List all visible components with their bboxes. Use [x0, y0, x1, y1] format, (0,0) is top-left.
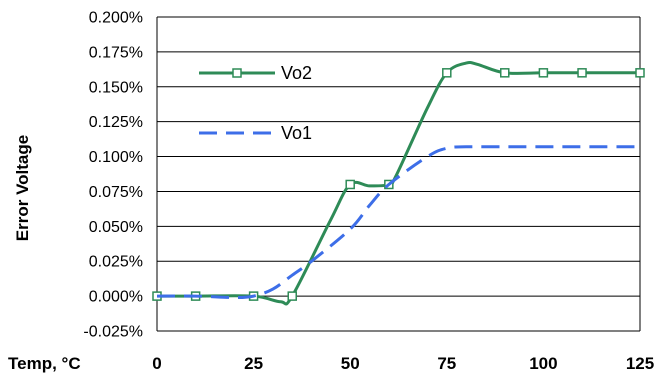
y-tick-labels: -0.025% 0.000% 0.025% 0.050% 0.075% 0.100% 0.1…: [83, 10, 143, 341]
y-tick-label: 0.075%: [89, 184, 143, 201]
x-tick-labels: 0 25 50 75 100 125: [152, 354, 654, 373]
data-point-marker: [577, 68, 587, 78]
data-point-marker: [538, 68, 549, 78]
x-tick-label: 50: [341, 354, 360, 373]
y-tick-label: 0.050%: [89, 219, 143, 236]
data-point-marker: [287, 291, 297, 301]
y-tick-label: 0.125%: [89, 114, 143, 131]
data-point-marker: [500, 68, 510, 78]
data-point-marker: [635, 68, 645, 78]
x-tick-label: 125: [626, 354, 654, 373]
y-tick-label: 0.200%: [89, 10, 143, 27]
y-tick-label: 0.000%: [89, 289, 143, 306]
y-tick-label: 0.100%: [89, 149, 143, 166]
series-line-vo1: [156, 145, 640, 300]
series-lines: [152, 60, 645, 306]
data-point-marker: [442, 68, 452, 78]
x-tick-label: 75: [437, 354, 456, 373]
x-tick-label: 100: [529, 354, 557, 373]
x-axis-title: Temp, °C: [8, 354, 81, 373]
legend-label-vo2: Vo2: [281, 63, 312, 83]
legend-marker: [232, 68, 242, 78]
data-point-marker: [345, 179, 355, 190]
y-tick-label: 0.175%: [89, 44, 143, 61]
series-line-vo2: [156, 60, 640, 306]
y-tick-label: 0.150%: [89, 79, 143, 96]
y-tick-label: -0.025%: [83, 324, 143, 341]
legend-label-vo1: Vo1: [281, 123, 312, 143]
y-axis-title: Error Voltage: [13, 135, 32, 241]
x-tick-label: 0: [152, 354, 161, 373]
y-tick-label: 0.025%: [89, 254, 143, 271]
legend: Vo2 Vo1: [199, 63, 312, 143]
x-tick-label: 25: [244, 354, 263, 373]
